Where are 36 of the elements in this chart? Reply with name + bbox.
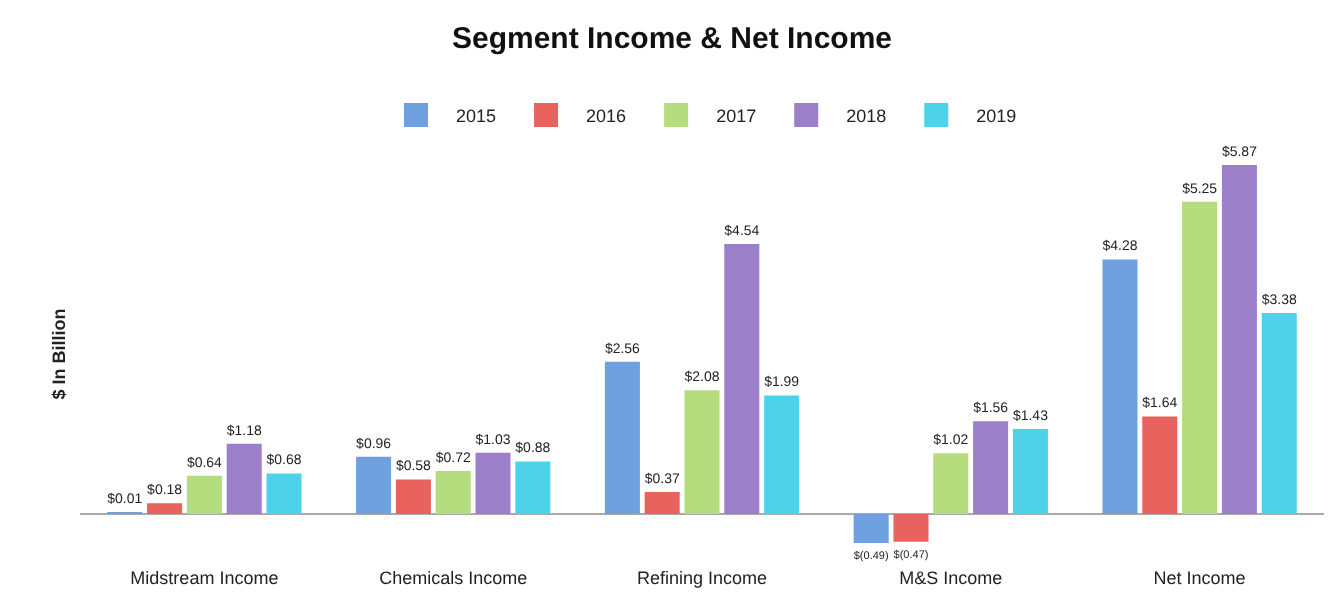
x-tick-label: Refining Income <box>636 568 768 588</box>
x-tick-label: Midstream Income <box>130 568 279 588</box>
legend-label: 2018 <box>846 106 887 127</box>
bar <box>266 473 302 514</box>
bar <box>395 479 431 514</box>
bar <box>1102 259 1138 514</box>
bar <box>853 513 889 543</box>
bar <box>475 452 511 514</box>
x-tick-label: Net Income <box>1153 568 1246 588</box>
legend-label: 2019 <box>976 106 1017 127</box>
bar <box>435 471 471 514</box>
bar <box>515 461 551 514</box>
bar <box>226 443 262 514</box>
bar <box>973 421 1009 514</box>
x-tick-label: Chemicals Income <box>379 568 528 588</box>
bar <box>1142 416 1178 514</box>
bar <box>893 513 929 542</box>
bar <box>356 456 392 514</box>
bar <box>1182 201 1218 514</box>
bar <box>147 503 183 514</box>
bar <box>186 475 222 514</box>
bar <box>764 395 800 514</box>
bar <box>724 244 760 514</box>
bar <box>644 491 680 514</box>
bar <box>1221 165 1257 514</box>
bar <box>933 453 969 514</box>
bar <box>1012 428 1048 514</box>
legend-label: 2016 <box>586 106 627 127</box>
y-axis-title: $ In Billion <box>48 308 69 400</box>
bar <box>1261 313 1297 514</box>
bar <box>604 361 640 514</box>
bar <box>684 390 720 514</box>
legend-label: 2015 <box>456 106 497 127</box>
x-tick-label: M&S Income <box>899 568 1003 588</box>
legend-label: 2017 <box>716 106 757 127</box>
chart-title: Segment Income & Net Income <box>451 22 893 57</box>
